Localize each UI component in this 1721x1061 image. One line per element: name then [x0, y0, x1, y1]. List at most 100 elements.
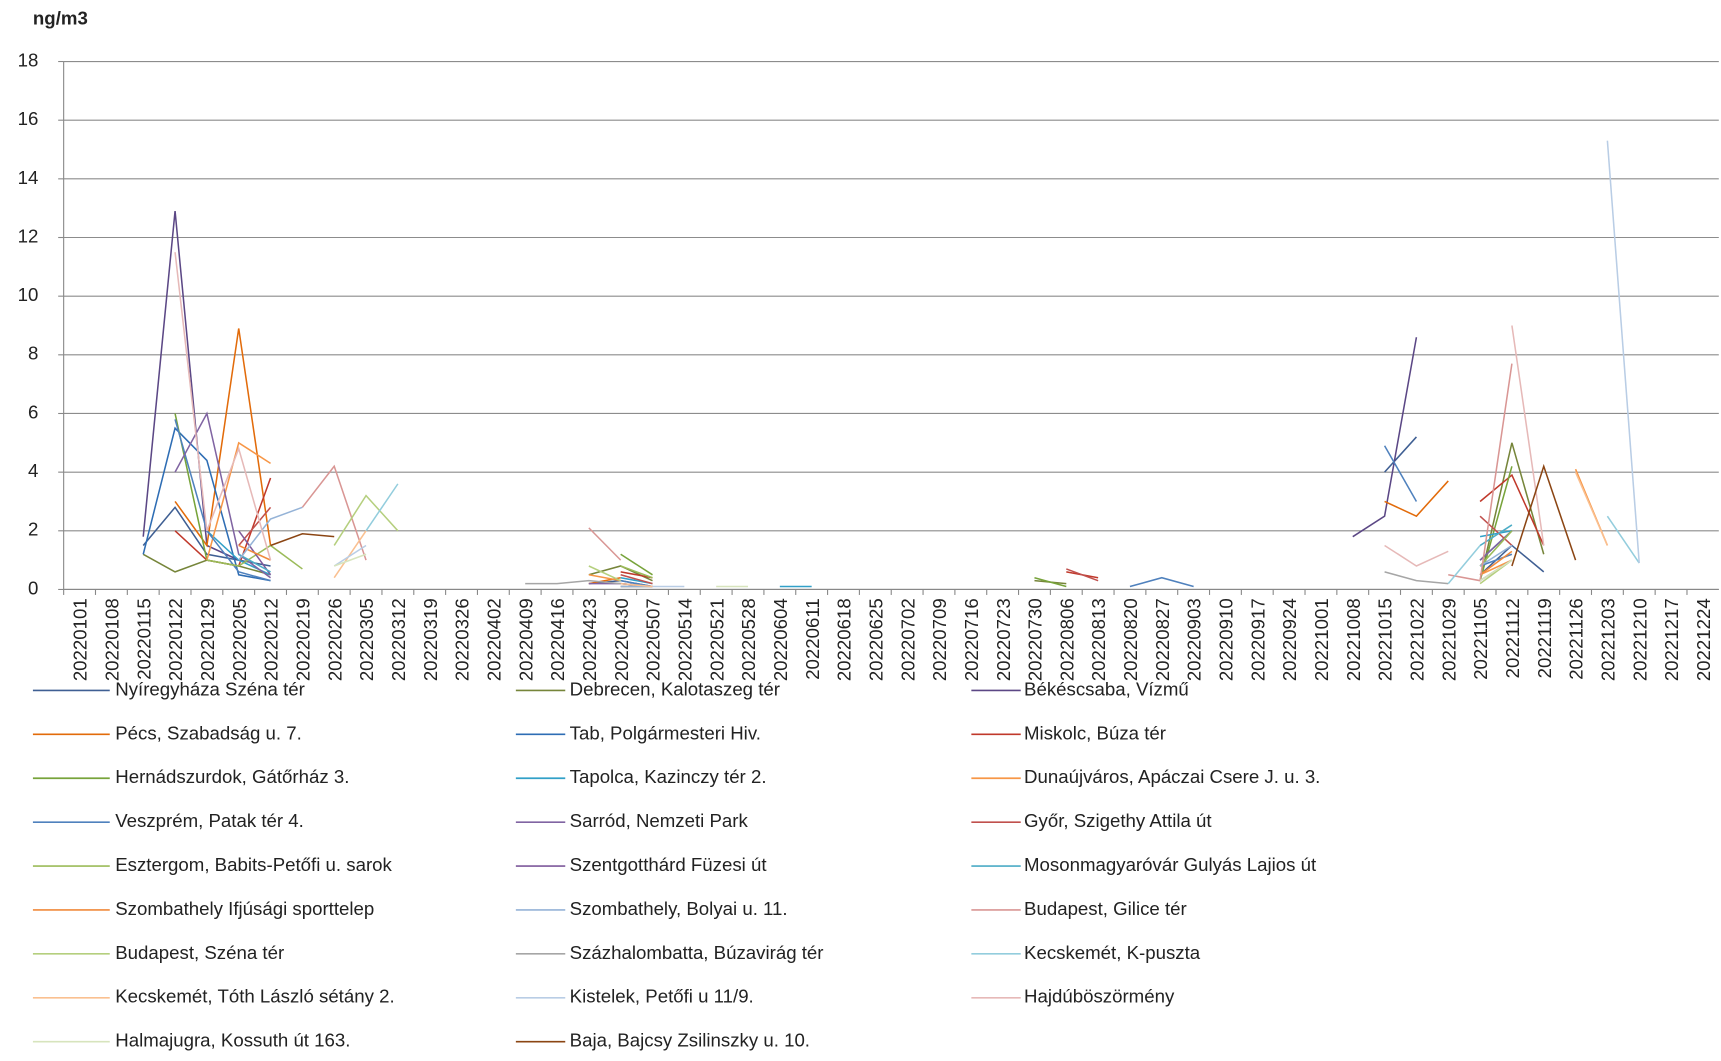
legend-label: Százhalombatta, Búzavirág tér [570, 942, 824, 963]
chart-title: ng/m3 [33, 8, 88, 29]
series-line [620, 582, 653, 588]
series-line [588, 565, 622, 582]
series [525, 571, 1449, 585]
legend-label: Nyíregyháza Széna tér [115, 678, 305, 699]
legend-label: Hajdúböszörmény [1024, 986, 1175, 1007]
series-line [1479, 530, 1513, 538]
series-line [206, 441, 271, 561]
x-tick-label: 20220129 [197, 598, 218, 681]
legend-label: Kecskemét, Tóth László sétány 2. [115, 986, 394, 1007]
series-line [1574, 471, 1609, 546]
x-tick-label: 20221203 [1598, 598, 1619, 681]
series-line [238, 544, 271, 561]
series-line [365, 483, 399, 532]
x-tick-label: 20220416 [547, 598, 568, 681]
x-tick-label: 20220409 [515, 598, 536, 681]
x-tick-label: 20221217 [1661, 598, 1682, 681]
x-tick-label: 20220730 [1025, 598, 1046, 681]
x-tick-label: 20220305 [356, 598, 377, 681]
series-line [301, 464, 367, 561]
legend-label: Baja, Bajcsy Zsilinszky u. 10. [570, 1030, 810, 1051]
x-tick-label: 20221112 [1502, 598, 1523, 678]
series-line [525, 579, 621, 585]
series [333, 494, 1513, 585]
x-tick-label: 20220212 [261, 598, 282, 681]
legend-label: Sarród, Nemzeti Park [570, 810, 749, 831]
x-tick-label: 20220806 [1056, 598, 1077, 681]
x-tick-label: 20221001 [1311, 598, 1332, 681]
series-line [333, 553, 367, 567]
series [238, 524, 1513, 588]
legend-label: Halmajugra, Kossuth út 163. [115, 1030, 350, 1051]
legend-label: Hernádszurdok, Gátőrház 3. [115, 766, 349, 787]
series-line [238, 506, 303, 561]
x-tick-label: 20220625 [865, 598, 886, 681]
series-line [1479, 544, 1513, 567]
legend-label: Debrecen, Kalotaszeg tér [570, 678, 780, 699]
y-tick-label: 16 [18, 108, 39, 129]
series-line [1479, 473, 1545, 546]
series-line [1479, 550, 1513, 576]
x-tick-label: 20221015 [1375, 598, 1396, 681]
series [206, 530, 1513, 588]
legend-label: Budapest, Széna tér [115, 942, 284, 963]
x-tick-label: 20221105 [1470, 598, 1491, 680]
series [174, 411, 1513, 585]
series [174, 328, 1449, 585]
series [270, 463, 1577, 567]
series [333, 140, 1640, 588]
x-tick-label: 20220430 [611, 598, 632, 681]
series [333, 471, 1609, 588]
series-line [1352, 337, 1418, 538]
x-tick-label: 20220521 [706, 598, 727, 681]
x-tick-label: 20221022 [1407, 598, 1428, 681]
y-tick-label: 10 [18, 284, 39, 305]
legend-label: Tapolca, Kazinczy tér 2. [570, 766, 767, 787]
legend-label: Szombathely, Bolyai u. 11. [570, 898, 788, 919]
y-tick-label: 0 [28, 577, 38, 598]
x-tick-label: 20220423 [579, 598, 600, 681]
x-tick-label: 20220924 [1279, 598, 1300, 681]
legend-label: Békéscsaba, Vízmű [1024, 678, 1189, 699]
series-line [1034, 576, 1067, 588]
series-line [1384, 436, 1417, 473]
series-line [620, 574, 653, 585]
series [238, 506, 1513, 585]
series-line [1447, 544, 1481, 585]
series-line [174, 419, 271, 582]
series [142, 211, 1418, 561]
x-tick-label: 20220319 [420, 598, 441, 681]
x-tick-label: 20220219 [292, 598, 313, 681]
legend-label: Miskolc, Búza tér [1024, 722, 1166, 743]
y-tick-label: 18 [18, 49, 39, 70]
x-tick-label: 20220702 [897, 598, 918, 681]
series-line [1066, 568, 1099, 582]
series-line [1479, 559, 1513, 582]
legend-label: Pécs, Szabadság u. 7. [115, 722, 302, 743]
x-tick-label: 20221029 [1438, 598, 1459, 681]
series-line [270, 532, 335, 547]
series-line [174, 252, 272, 561]
x-tick-label: 20220507 [643, 598, 664, 681]
x-tick-label: 20220903 [1184, 598, 1205, 681]
series-line [174, 328, 272, 548]
x-tick-label: 20220402 [483, 598, 504, 681]
legend-label: Budapest, Gilice tér [1024, 898, 1187, 919]
series [206, 441, 1609, 582]
x-tick-label: 20220820 [1120, 598, 1141, 681]
legend-label: Győr, Szigethy Attila út [1024, 810, 1212, 831]
x-tick-label: 20220312 [388, 598, 409, 681]
series-line [1383, 445, 1418, 502]
series-line [620, 565, 653, 579]
x-tick-label: 20220528 [738, 598, 759, 681]
y-tick-label: 4 [28, 460, 38, 481]
x-tick-label: 20221210 [1629, 598, 1650, 681]
x-tick-label: 20220611 [802, 598, 823, 680]
series-line [1479, 515, 1513, 547]
y-tick-label: 2 [28, 519, 38, 540]
series-line [1511, 325, 1545, 546]
series [206, 530, 1513, 579]
x-tick-label: 20220122 [165, 598, 186, 681]
series-line [206, 544, 303, 570]
